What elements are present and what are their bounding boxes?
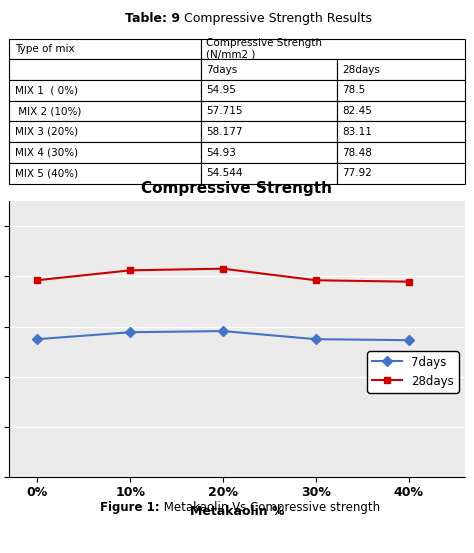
Legend: 7days, 28days: 7days, 28days: [367, 351, 459, 393]
Bar: [337, 142, 465, 163]
Bar: [9, 142, 201, 163]
7days: [128, 329, 133, 336]
Bar: [9, 59, 201, 80]
Text: MIX 5 (40%): MIX 5 (40%): [15, 168, 78, 178]
Text: 58.177: 58.177: [206, 127, 243, 137]
Text: 57.715: 57.715: [206, 106, 243, 116]
Bar: [9, 39, 201, 59]
Bar: [201, 101, 337, 122]
Bar: [9, 80, 201, 101]
Text: 28days: 28days: [343, 65, 381, 75]
Bar: [201, 122, 337, 142]
Text: MIX 4 (30%): MIX 4 (30%): [15, 148, 78, 158]
7days: [35, 336, 40, 342]
Line: 7days: 7days: [34, 327, 412, 343]
Bar: [201, 59, 337, 80]
Text: 77.92: 77.92: [343, 168, 373, 178]
Bar: [201, 39, 465, 59]
Bar: [337, 122, 465, 142]
Bar: [9, 101, 201, 122]
Text: MIX 1  ( 0%): MIX 1 ( 0%): [15, 86, 78, 96]
Bar: [337, 59, 465, 80]
Text: 82.45: 82.45: [343, 106, 373, 116]
Bar: [201, 142, 337, 163]
28days: [35, 277, 40, 284]
Bar: [9, 122, 201, 142]
Text: 78.48: 78.48: [343, 148, 373, 158]
Text: Table: 9: Table: 9: [125, 12, 180, 25]
Bar: [9, 163, 201, 184]
28days: [313, 277, 319, 284]
Text: MIX 3 (20%): MIX 3 (20%): [15, 127, 78, 137]
7days: [406, 337, 411, 343]
Text: Metakaolin Vs Compressive strength: Metakaolin Vs Compressive strength: [160, 500, 380, 514]
28days: [406, 278, 411, 285]
Text: 54.544: 54.544: [206, 168, 243, 178]
Text: MIX 2 (10%): MIX 2 (10%): [15, 106, 82, 116]
Bar: [201, 80, 337, 101]
Title: Compressive Strength: Compressive Strength: [142, 181, 332, 196]
7days: [220, 328, 226, 335]
Bar: [337, 101, 465, 122]
Text: 54.93: 54.93: [206, 148, 236, 158]
X-axis label: Metakaolin %: Metakaolin %: [190, 505, 284, 518]
Text: Type of mix: Type of mix: [15, 44, 74, 54]
Text: 78.5: 78.5: [343, 86, 366, 96]
Text: Compressive Strength
(N/mm2 ): Compressive Strength (N/mm2 ): [206, 38, 322, 60]
Text: Figure 1:: Figure 1:: [100, 500, 160, 514]
Text: 54.95: 54.95: [206, 86, 236, 96]
Text: Compressive Strength Results: Compressive Strength Results: [180, 12, 372, 25]
Text: 83.11: 83.11: [343, 127, 373, 137]
Bar: [337, 163, 465, 184]
28days: [220, 265, 226, 272]
28days: [128, 267, 133, 274]
7days: [313, 336, 319, 342]
Bar: [201, 163, 337, 184]
Text: 7days: 7days: [206, 65, 237, 75]
Bar: [337, 80, 465, 101]
Line: 28days: 28days: [34, 265, 412, 285]
